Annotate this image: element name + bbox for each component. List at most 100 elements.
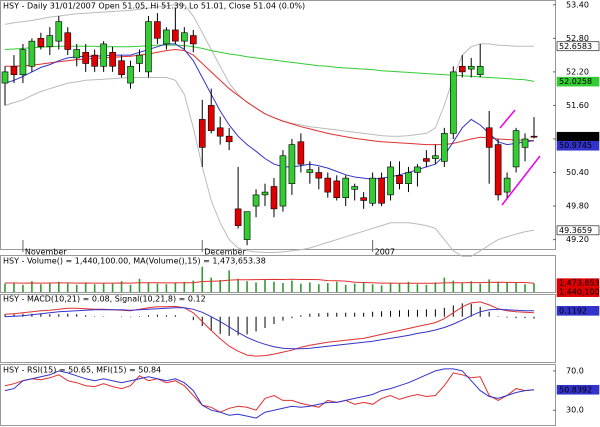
- price-tag-box: [556, 306, 600, 316]
- volume-bar: [228, 270, 230, 292]
- candle-body: [189, 35, 197, 45]
- x-tick-label: 2007: [375, 248, 395, 257]
- volume-bar: [533, 283, 535, 292]
- panel-title: HSY - Volume() = 1,440,100.00, MA(Volume…: [3, 257, 266, 266]
- volume-bar: [398, 283, 401, 292]
- candle-body: [521, 138, 529, 148]
- price-tag-box: [556, 41, 600, 52]
- volume-bar: [147, 282, 150, 292]
- volume-bar: [524, 284, 526, 292]
- volume-bar: [389, 283, 392, 292]
- volume-bar: [497, 281, 499, 292]
- indicator-line: [4, 77, 535, 257]
- candle-body: [423, 158, 430, 162]
- y-tick-label: 30.0: [566, 406, 584, 415]
- candle-body: [109, 52, 116, 67]
- volume-bar: [479, 283, 482, 292]
- y-tick-label: 52.80: [566, 34, 589, 43]
- indicator-line: [4, 368, 535, 419]
- candle-body: [154, 21, 161, 39]
- candle-body: [181, 32, 188, 42]
- volume-bar: [434, 282, 437, 292]
- volume-bar: [93, 284, 96, 292]
- candle-body: [441, 133, 448, 162]
- volume-bar: [335, 281, 338, 292]
- candle-body: [73, 49, 81, 59]
- y-tick-label: 70.0: [566, 366, 584, 375]
- volume-bar: [165, 284, 168, 292]
- candle-body: [494, 144, 502, 196]
- candle-body: [46, 35, 54, 48]
- price-tag-box: [556, 225, 600, 236]
- volume-bar: [201, 266, 204, 292]
- volume-bar: [443, 277, 446, 292]
- candle-body: [28, 40, 36, 67]
- candle-body: [243, 211, 251, 240]
- candle-body: [207, 105, 215, 131]
- y-tick-label: 51.60: [566, 101, 589, 110]
- candle-body: [288, 144, 296, 185]
- candle-body: [306, 169, 314, 173]
- volume-bar: [4, 283, 6, 292]
- candle-body: [342, 177, 350, 198]
- price-panel-frame: [0, 0, 556, 250]
- volume-bar: [326, 283, 329, 292]
- candle-body: [360, 197, 367, 201]
- candle-body: [145, 21, 152, 73]
- candle-body: [297, 141, 305, 165]
- volume-bar: [22, 284, 24, 292]
- volume-bar: [300, 283, 302, 292]
- volume-bar: [362, 282, 365, 292]
- price-tag-box: [556, 384, 600, 395]
- y-tick-label: 53.40: [566, 0, 589, 9]
- volume-bar: [156, 283, 159, 292]
- volume-bar: [31, 281, 33, 292]
- candle-body: [458, 65, 466, 73]
- y-tick-label: 50.40: [566, 168, 589, 177]
- candle-body: [118, 60, 125, 75]
- price-tag-label: 50.9745: [559, 141, 592, 150]
- volume-bar: [138, 278, 141, 292]
- candle-body: [100, 43, 107, 67]
- volume-bar: [192, 280, 195, 292]
- volume-bar: [309, 282, 311, 292]
- volume-bar: [273, 281, 275, 292]
- price-tag-label: 49.3659: [559, 226, 592, 235]
- trend-line-upper: [499, 109, 516, 129]
- candle-body: [55, 21, 63, 42]
- volume-panel-frame: [0, 255, 556, 293]
- volume-bar: [416, 284, 419, 292]
- candle-body: [136, 54, 143, 64]
- x-tick-label: November: [25, 248, 67, 257]
- rsi-panel-frame: [0, 364, 556, 426]
- volume-bar: [129, 284, 132, 292]
- volume-bar: [210, 277, 213, 292]
- price-tag-label: 1,473,653: [559, 279, 600, 288]
- candle-body: [485, 127, 493, 148]
- volume-bar: [461, 283, 464, 292]
- candle-body: [369, 177, 376, 204]
- candle-body: [82, 52, 89, 64]
- volume-bar: [425, 284, 428, 292]
- volume-bar: [174, 283, 177, 292]
- candle-body: [450, 71, 457, 134]
- volume-bar: [13, 282, 15, 292]
- candle-body: [333, 180, 341, 198]
- candle-body: [512, 130, 520, 168]
- candle-body: [351, 186, 358, 190]
- candle-body: [279, 155, 287, 207]
- y-tick-label: 49.20: [566, 235, 589, 244]
- volume-bar: [452, 280, 455, 292]
- volume-bar: [219, 280, 221, 292]
- candle-body: [432, 155, 439, 159]
- price-tag-label: 0.1192: [559, 306, 587, 315]
- candle-body: [91, 54, 98, 67]
- candle-body: [261, 191, 269, 196]
- volume-bar: [120, 281, 123, 292]
- price-tag-label: 52.0258: [559, 77, 592, 86]
- candle-body: [378, 177, 385, 204]
- price-tag-box: [556, 76, 600, 87]
- panel-title: HSY - MACD(10,21) = 0.08, Signal(10,21,8…: [3, 295, 206, 304]
- volume-bar: [380, 285, 383, 292]
